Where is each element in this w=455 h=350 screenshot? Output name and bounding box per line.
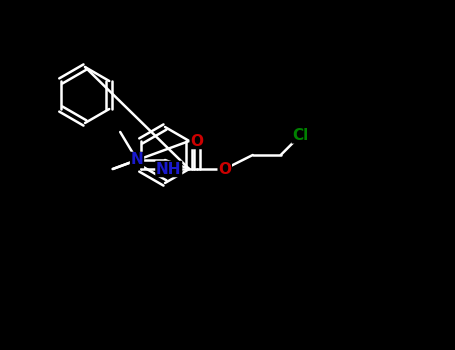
- Text: N: N: [131, 153, 143, 168]
- Text: Cl: Cl: [292, 128, 308, 143]
- Text: O: O: [218, 161, 231, 176]
- Text: O: O: [190, 133, 203, 148]
- Text: NH: NH: [156, 161, 182, 176]
